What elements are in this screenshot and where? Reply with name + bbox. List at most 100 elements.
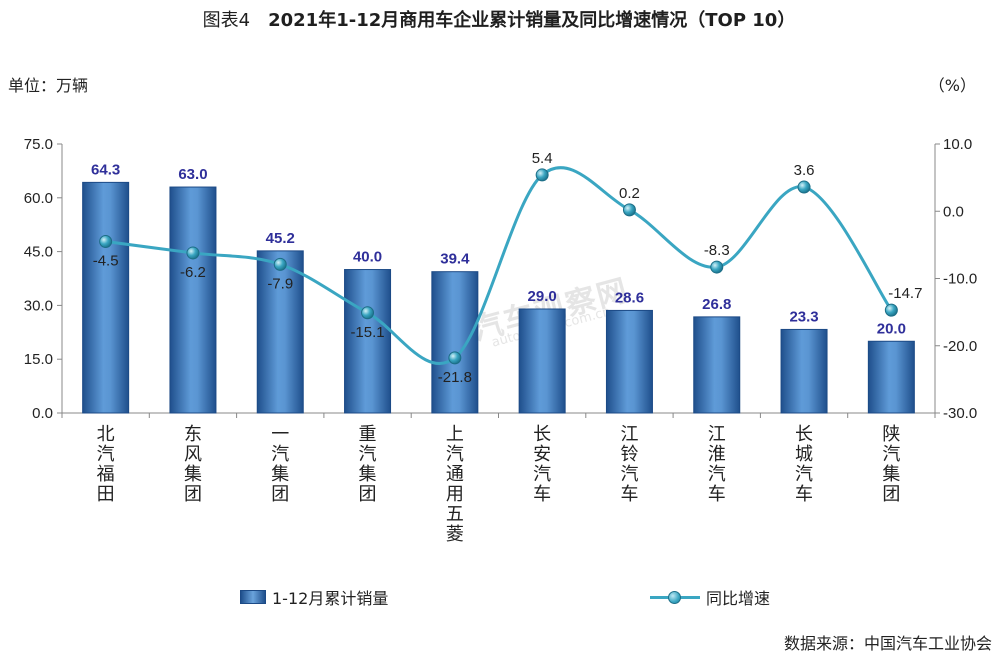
category-char: 城 (795, 444, 813, 465)
bar-9 (780, 328, 828, 414)
growth-point-1 (99, 235, 113, 249)
category-char: 风 (184, 444, 202, 465)
growth-point-9 (797, 180, 811, 194)
category-char: 福 (97, 464, 115, 485)
right-tick-label: -30.0 (943, 405, 977, 422)
category-char: 上 (446, 424, 464, 445)
category-char: 汽 (533, 464, 551, 485)
bar-7 (605, 309, 653, 414)
left-tick-label: 45.0 (24, 244, 53, 261)
category-char: 长 (795, 424, 813, 445)
category-char: 汽 (708, 464, 726, 485)
category-char: 北 (97, 424, 115, 445)
category-char: 一 (271, 424, 289, 445)
category-label: 长城汽车 (795, 424, 813, 505)
category-char: 汽 (795, 464, 813, 485)
category-char: 集 (271, 464, 289, 485)
category-char: 汽 (446, 444, 464, 465)
category-char: 汽 (271, 444, 289, 465)
category-char: 五 (446, 504, 464, 525)
right-tick-label: -20.0 (943, 338, 977, 355)
right-tick-label: -10.0 (943, 271, 977, 288)
category-char: 安 (533, 444, 551, 465)
bar-value-label: 45.2 (266, 230, 295, 247)
category-char: 长 (533, 424, 551, 445)
growth-point-10 (884, 303, 898, 317)
category-char: 集 (184, 464, 202, 485)
category-char: 用 (446, 484, 464, 505)
legend-growth-label: 同比增速 (706, 589, 771, 608)
growth-line (105, 166, 893, 366)
right-tick-label: 0.0 (943, 203, 964, 220)
category-char: 团 (882, 484, 900, 505)
category-label: 上汽通用五菱 (446, 424, 464, 545)
bar-3 (256, 250, 304, 414)
bar-value-label: 64.3 (91, 161, 120, 178)
category-label: 重汽集团 (359, 424, 377, 505)
bar-value-label: 28.6 (615, 289, 644, 306)
category-char: 陕 (882, 424, 900, 445)
category-char: 车 (795, 484, 813, 505)
category-char: 江 (708, 424, 726, 445)
data-source: 数据来源：中国汽车工业协会 (783, 634, 992, 653)
category-label: 江铃汽车 (620, 424, 638, 505)
left-tick-label: 60.0 (24, 190, 53, 207)
legend-item-sales: 1-12月累计销量 (240, 585, 388, 609)
growth-point-2 (186, 246, 200, 260)
category-char: 车 (533, 484, 551, 505)
growth-point-3 (273, 257, 287, 271)
growth-value-label: -6.2 (180, 264, 206, 281)
category-label: 陕汽集团 (882, 424, 900, 505)
bar-1 (82, 181, 130, 414)
category-char: 团 (184, 484, 202, 505)
growth-value-label: -14.7 (888, 285, 922, 302)
growth-point-6 (535, 168, 549, 182)
category-char: 田 (97, 484, 115, 505)
left-axis-unit: 单位：万辆 (8, 76, 89, 95)
legend-sales-label: 1-12月累计销量 (272, 589, 389, 608)
right-axis-unit: （%） (928, 76, 976, 95)
bar-10 (867, 340, 915, 414)
bar-value-label: 63.0 (178, 166, 207, 183)
category-char: 江 (620, 424, 638, 445)
growth-value-label: -4.5 (93, 253, 119, 270)
growth-value-label: 3.6 (794, 162, 815, 179)
title-text: 2021年1-12月商用车企业累计销量及同比增速情况（TOP 10） (268, 10, 796, 31)
bar-6 (518, 308, 566, 414)
category-char: 菱 (446, 524, 464, 545)
category-char: 集 (882, 464, 900, 485)
category-char: 集 (359, 464, 377, 485)
category-label: 北汽福田 (97, 424, 115, 505)
left-tick-label: 15.0 (24, 351, 53, 368)
bar-value-label: 23.3 (789, 308, 818, 325)
growth-value-label: -21.8 (438, 369, 472, 386)
category-char: 重 (359, 424, 377, 445)
bar-value-label: 40.0 (353, 249, 382, 266)
legend-line-swatch (650, 590, 700, 604)
growth-value-label: -8.3 (704, 242, 730, 259)
left-tick-label: 30.0 (24, 297, 53, 314)
left-tick-label: 75.0 (24, 136, 53, 153)
growth-value-label: -7.9 (267, 275, 293, 292)
growth-point-7 (622, 203, 636, 217)
legend-bar-swatch (240, 590, 266, 604)
growth-value-label: 5.4 (532, 150, 553, 167)
category-char: 淮 (708, 444, 726, 465)
bar-4 (344, 269, 392, 414)
category-char: 通 (446, 464, 464, 485)
bar-value-label: 29.0 (528, 288, 557, 305)
category-char: 东 (184, 424, 202, 445)
category-label: 东风集团 (184, 424, 202, 505)
category-char: 汽 (620, 464, 638, 485)
chart-title: 图表4 2021年1-12月商用车企业累计销量及同比增速情况（TOP 10） (0, 6, 998, 32)
bar-value-label: 20.0 (877, 320, 906, 337)
category-label: 长安汽车 (533, 424, 551, 505)
growth-point-8 (710, 260, 724, 274)
category-char: 团 (359, 484, 377, 505)
right-tick-label: 10.0 (943, 136, 972, 153)
category-char: 铃 (620, 444, 638, 465)
category-char: 汽 (359, 444, 377, 465)
growth-point-4 (361, 306, 375, 320)
category-char: 车 (620, 484, 638, 505)
